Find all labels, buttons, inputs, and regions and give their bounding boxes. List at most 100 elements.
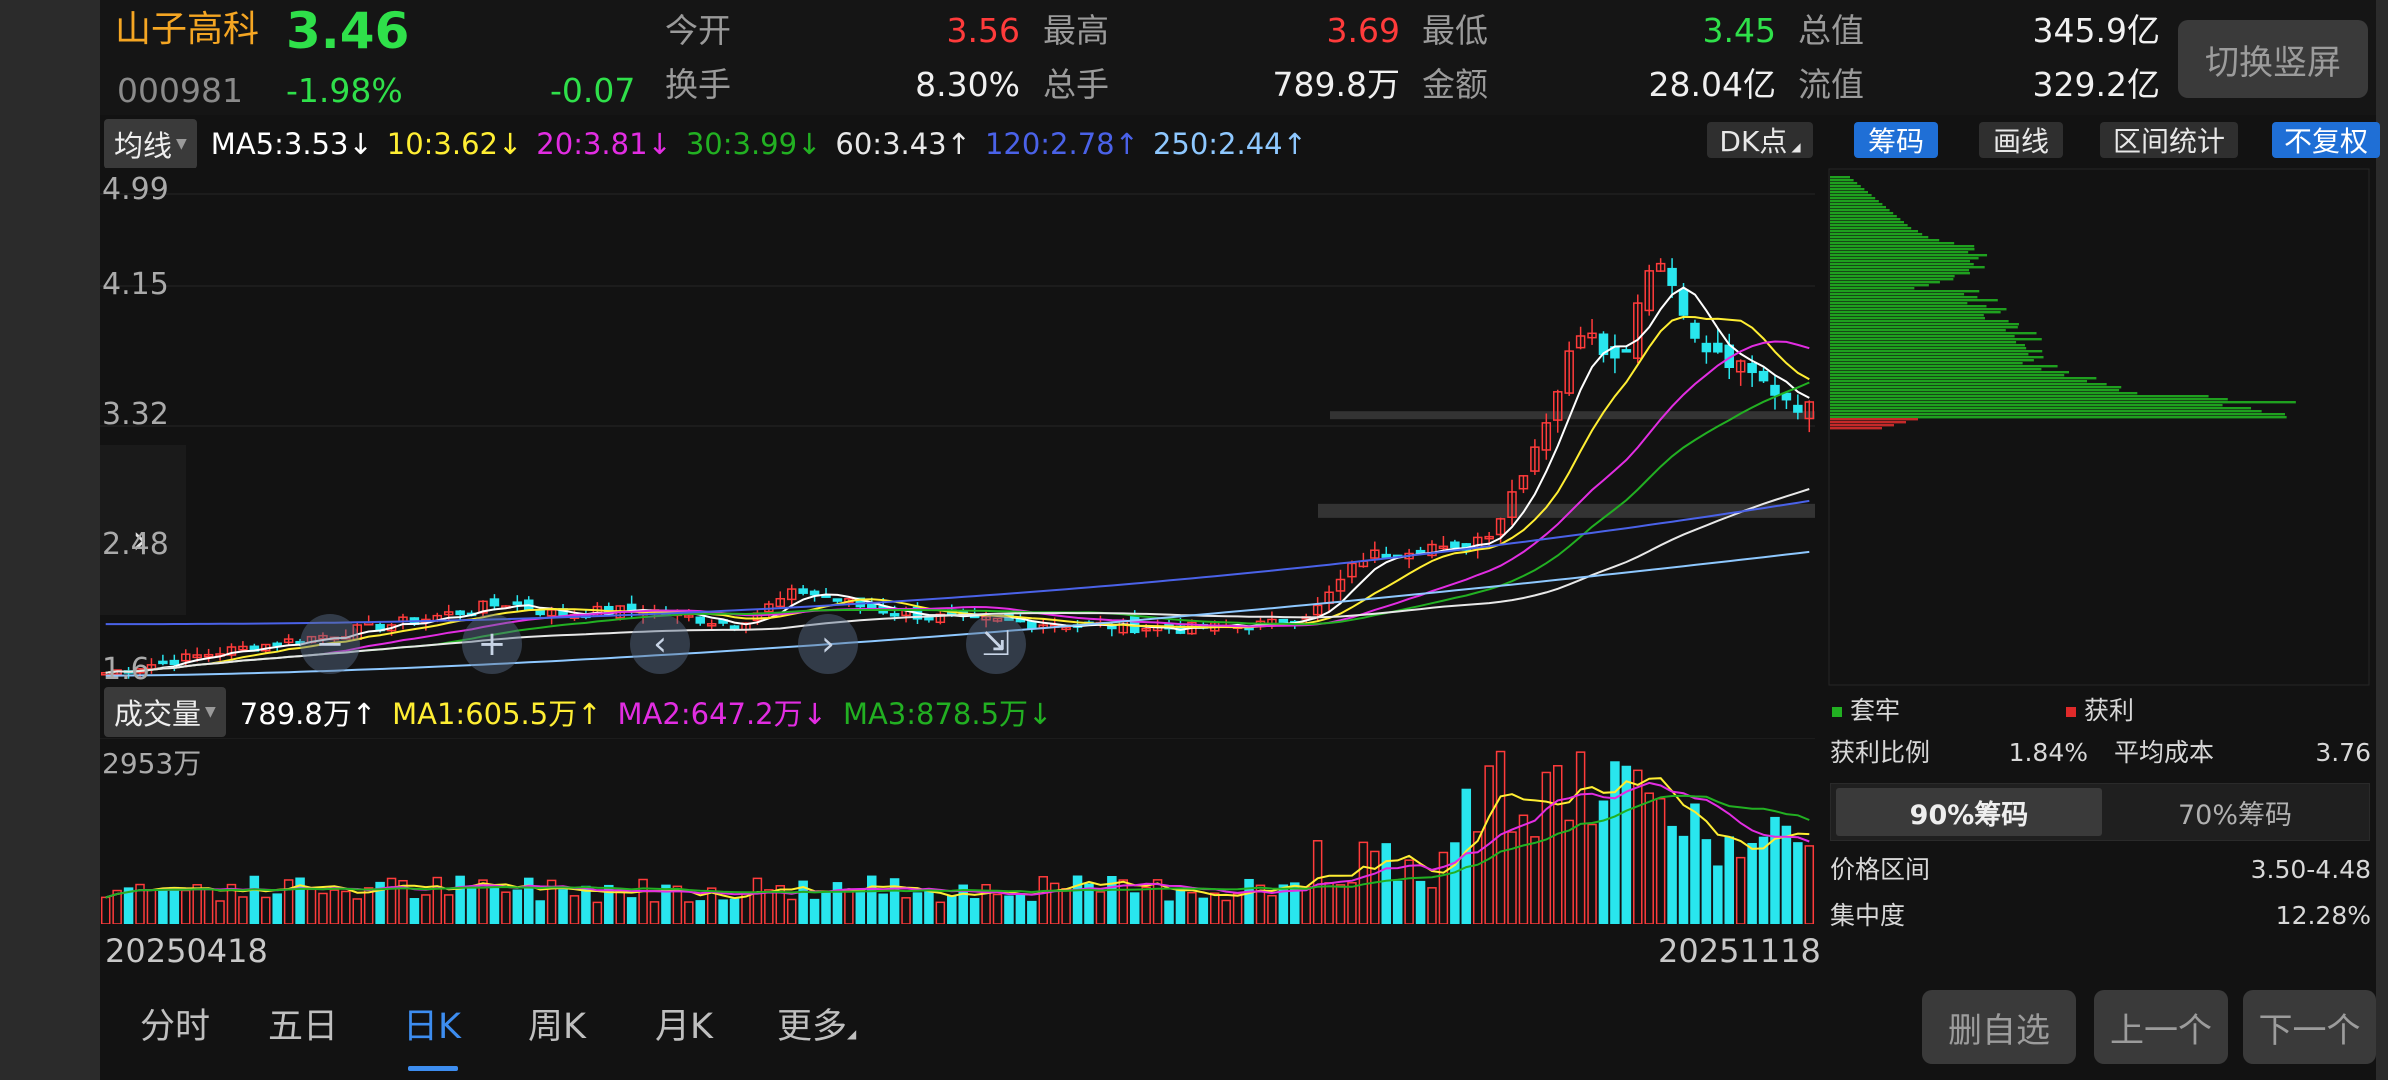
volume-bar [569, 895, 580, 924]
change-pct: -1.98% [286, 71, 403, 110]
concentration-label: 集中度 [1830, 901, 1906, 930]
candle-body [1015, 618, 1026, 623]
volume-bar [1370, 850, 1380, 924]
next-button[interactable]: 下一个 [2243, 990, 2376, 1064]
volume-bar [1518, 814, 1529, 924]
tab-chip-90[interactable]: 90%筹码 [1836, 788, 2102, 836]
reset-zoom-button[interactable]: ⇲ [966, 614, 1026, 674]
volume-bar [1450, 842, 1460, 924]
tab-five-day[interactable]: 五日 [268, 1007, 339, 1047]
candle-body [1415, 549, 1426, 554]
chip-bar [1830, 377, 2097, 380]
candle-body [283, 638, 294, 644]
tab-monthly-k[interactable]: 月K [655, 1007, 713, 1047]
chip-bar [1830, 320, 2009, 323]
candle-body [1427, 543, 1437, 557]
chevron-left-icon: ‹ [653, 624, 667, 664]
chip-bar [1830, 278, 1954, 281]
chip-bar [1830, 290, 1980, 293]
legend-profit-label: 获利 [2084, 696, 2135, 725]
tab-daily-k[interactable]: 日K [403, 1007, 461, 1047]
tab-draw-line[interactable]: 画线 [1979, 122, 2063, 158]
tab-intraday[interactable]: 分时 [140, 1007, 211, 1047]
ma-selector-label: 均线 [114, 129, 173, 163]
candle-body [832, 598, 843, 602]
candle-body [318, 634, 328, 640]
chip-bar [1830, 326, 2018, 329]
chip-bar [1830, 218, 1901, 221]
remove-watchlist-button[interactable]: 删自选 [1922, 990, 2076, 1064]
tab-weekly-k[interactable]: 周K [528, 1007, 586, 1047]
ma-selector[interactable]: 均线 ▼ [104, 119, 197, 169]
candle-body [729, 625, 740, 630]
chip-bar [1830, 404, 2223, 407]
volume-bar [1267, 894, 1277, 924]
candle-body [1438, 545, 1449, 550]
dropdown-icon: ▼ [205, 704, 216, 720]
volume-bar [1415, 880, 1426, 924]
chip-bar [1830, 227, 1912, 230]
ma250-value: 250:2.44↑ [1152, 127, 1307, 161]
dk-point-button[interactable]: DK点 ◢ [1707, 122, 1813, 158]
scroll-left-button[interactable]: ‹ [630, 614, 690, 674]
previous-button[interactable]: 上一个 [2094, 990, 2228, 1064]
collapse-arrow-icon[interactable]: › [132, 517, 148, 563]
switch-portrait-button[interactable]: 切换竖屏 [2178, 20, 2368, 98]
volume-bar [821, 890, 831, 924]
candle-body [809, 590, 820, 596]
chip-bar [1830, 263, 1974, 266]
chip-bar [1830, 269, 1970, 272]
zoom-in-button[interactable]: + [462, 614, 522, 674]
volume-bar [878, 893, 888, 924]
chip-bar [1830, 206, 1886, 209]
zoom-out-button[interactable]: − [300, 614, 360, 674]
volume-bar [798, 880, 808, 924]
tab-more[interactable]: 更多◢ [777, 1010, 856, 1045]
chip-bar [1830, 266, 1985, 269]
candle-body [512, 601, 523, 605]
volume-selector[interactable]: 成交量 ▼ [104, 687, 226, 737]
price-axis-label: 2.48 [102, 527, 169, 562]
volume-bar [1587, 823, 1597, 924]
chip-bar [1830, 338, 2042, 341]
volume-bar [1804, 845, 1815, 924]
kline-chart[interactable] [100, 168, 1815, 688]
float-value: 329.2亿 [2032, 65, 2160, 104]
volume-bar [695, 900, 706, 924]
chip-bar [1830, 209, 1890, 212]
tab-chips[interactable]: 筹码 [1854, 122, 1938, 158]
candle-body [489, 598, 500, 607]
tab-range-stats[interactable]: 区间统计 [2100, 122, 2238, 158]
open-label: 今开 [665, 11, 731, 50]
candle-body [1495, 518, 1506, 536]
candle-body [203, 653, 214, 658]
candle-body [1507, 491, 1517, 518]
tab-no-adjust[interactable]: 不复权 [2272, 122, 2380, 158]
volume-bar [192, 884, 202, 924]
tab-chip-70[interactable]: 70%筹码 [2177, 799, 2292, 831]
candle-body [169, 659, 180, 666]
ma60-line [105, 488, 1810, 674]
chip-bar [1830, 314, 1984, 317]
chip-bar [1830, 296, 1978, 299]
volume-bar [238, 896, 248, 924]
candle-body [1575, 335, 1586, 349]
volume-axis-max: 2953万 [102, 747, 202, 780]
volume-bar [1621, 765, 1632, 924]
volume-bar [169, 886, 180, 924]
ma-legend: 均线 ▼ MA5:3.53↓ 10:3.62↓ 20:3.81↓ 30:3.99↓… [104, 119, 1307, 169]
volume-bar [1552, 765, 1563, 924]
avg-cost-label: 平均成本 [2114, 738, 2215, 767]
volume-bar [1610, 761, 1620, 924]
scroll-right-button[interactable]: › [798, 614, 858, 674]
chip-bar [1830, 323, 2019, 326]
candle-body [1564, 350, 1574, 394]
ma20-value: 20:3.81↓ [536, 127, 672, 161]
volume-chart[interactable] [100, 738, 1815, 924]
ma250-line [105, 550, 1810, 677]
volume-bar [981, 883, 991, 924]
stock-code: 000981 [117, 71, 243, 110]
volume-bar [1633, 769, 1643, 924]
volume-bar [226, 883, 237, 924]
volume-bar [386, 877, 397, 924]
